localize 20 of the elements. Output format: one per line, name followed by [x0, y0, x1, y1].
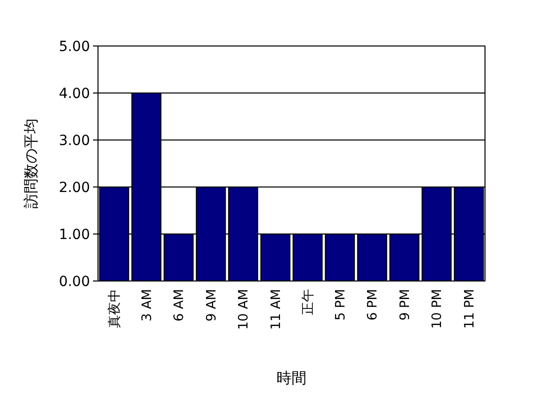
x-tick-label: 11 AM: [268, 289, 284, 330]
x-tick-label: 正午: [301, 289, 316, 315]
x-tick-label: 11 PM: [462, 289, 478, 329]
x-tick-label: 9 PM: [398, 289, 413, 320]
x-tick-label: 真夜中: [106, 289, 123, 328]
y-tick-label: 5.00: [58, 38, 90, 55]
y-tick-label: 1.00: [58, 226, 90, 243]
y-tick-label: 4.00: [58, 86, 90, 102]
y-tick-label: 0.00: [58, 274, 90, 290]
x-tick-label: 3 AM: [140, 289, 155, 322]
y-tick-label: 3.00: [58, 132, 90, 149]
x-tick-label: 9 AM: [204, 289, 220, 322]
x-tick-label: 5 PM: [333, 289, 348, 320]
x-tick-label: 10 AM: [236, 289, 252, 330]
x-tick-label: 10 PM: [430, 289, 446, 329]
x-axis-title: 時間: [276, 369, 306, 387]
x-tick-label: 6 AM: [172, 289, 188, 322]
x-tick-label: 6 PM: [366, 289, 381, 320]
y-tick-label: 2.00: [58, 180, 90, 196]
y-axis-title: 訪問数の平均: [22, 118, 40, 208]
